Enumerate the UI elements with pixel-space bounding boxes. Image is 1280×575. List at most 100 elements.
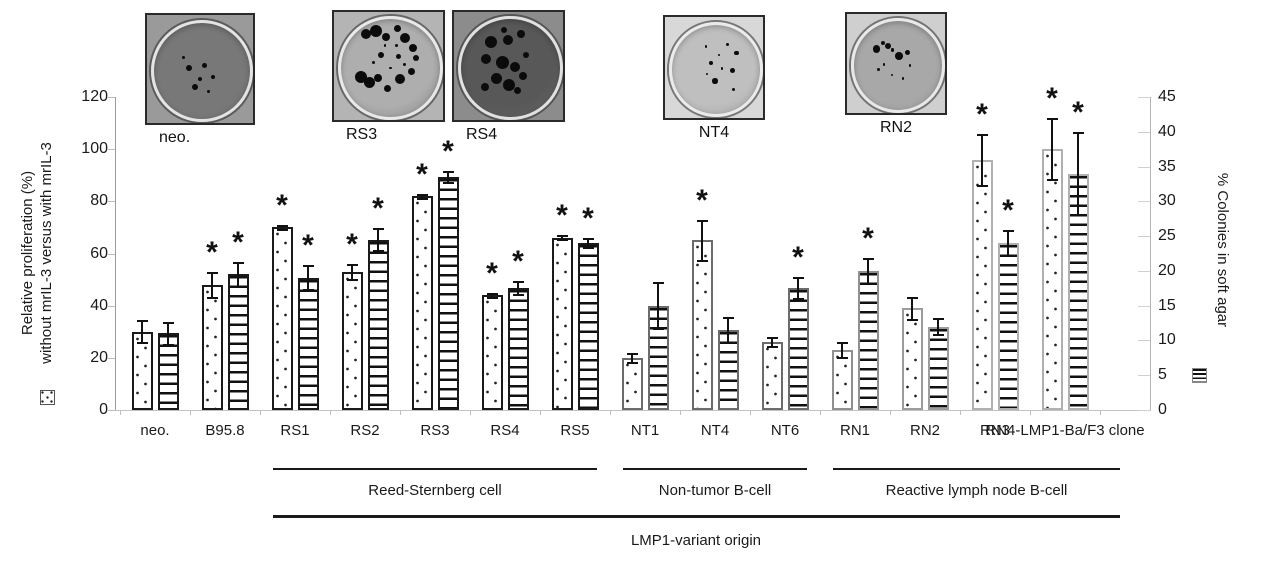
petri-dish — [150, 19, 253, 123]
right-axis-tick-label: 15 — [1158, 296, 1176, 314]
colony-spot — [503, 78, 516, 91]
error-bar-cap-bottom — [276, 229, 288, 232]
left-axis-line — [115, 97, 116, 410]
dish-photo-label: RS3 — [346, 126, 378, 143]
bottom-axis-label: LMP1-variant origin — [630, 532, 762, 549]
x-category-label: NT4 — [700, 422, 730, 439]
colony-spot — [480, 83, 489, 92]
colony-spot — [197, 76, 202, 81]
dish-photo-rs4 — [452, 10, 565, 122]
error-bar-cap-bottom — [582, 246, 594, 249]
group-underline — [833, 468, 1120, 470]
x-category-label: RS2 — [350, 422, 380, 439]
error-bar-cap-bottom — [372, 249, 384, 252]
x-axis-tick — [750, 410, 751, 415]
colony-spot — [378, 51, 385, 58]
colony-spot — [877, 68, 881, 72]
significance-asterisk: * — [232, 225, 244, 259]
x-axis-baseline — [115, 410, 1151, 411]
bar-nt6-dots — [761, 342, 783, 410]
colony-spot — [389, 66, 392, 70]
colony-spot — [513, 86, 521, 94]
error-bar-cap-top — [906, 296, 918, 299]
significance-asterisk: * — [1072, 95, 1084, 129]
error-bar-line — [307, 265, 309, 291]
left-axis-tick — [108, 357, 115, 359]
error-bar-cap-bottom — [556, 239, 568, 242]
x-category-label: RN4-LMP1-Ba/F3 clone — [985, 422, 1145, 439]
significance-asterisk: * — [1046, 81, 1058, 115]
error-bar-cap-top — [162, 321, 174, 324]
error-bar-line — [281, 224, 283, 230]
error-bar-cap-top — [582, 238, 594, 241]
error-bar-line — [211, 271, 213, 298]
right-axis-tick — [1138, 236, 1150, 238]
error-bar-line — [631, 353, 633, 363]
error-bar-cap-bottom — [442, 182, 454, 185]
dish-photo-rn2 — [845, 12, 947, 115]
significance-asterisk: * — [556, 199, 568, 233]
x-axis-tick — [330, 410, 331, 415]
error-bar-cap-bottom — [1002, 255, 1014, 258]
error-bar-cap-bottom — [932, 333, 944, 336]
significance-asterisk: * — [1002, 193, 1014, 227]
x-axis-tick — [540, 410, 541, 415]
error-bar-cap-top — [1002, 229, 1014, 232]
error-bar-line — [981, 133, 983, 186]
colony-spot — [207, 89, 211, 93]
legend-striped-swatch — [1192, 368, 1207, 383]
error-bar-cap-bottom — [652, 328, 664, 331]
significance-asterisk: * — [276, 188, 288, 222]
right-axis-tick — [1138, 375, 1150, 377]
left-axis-tick-label: 0 — [99, 401, 108, 418]
colony-spot — [409, 43, 418, 52]
dish-photo-neo — [145, 13, 255, 125]
error-bar-line — [1007, 229, 1009, 257]
error-bar-cap-top — [442, 170, 454, 173]
colony-spot — [518, 71, 527, 80]
colony-spot — [708, 61, 714, 66]
colony-spot — [500, 26, 507, 33]
bar-rn3-stripes — [997, 243, 1019, 410]
error-bar-line — [447, 170, 449, 184]
x-category-label: RS5 — [560, 422, 590, 439]
error-bar-cap-bottom — [976, 184, 988, 187]
error-bar-cap-bottom — [512, 294, 524, 297]
error-bar-cap-bottom — [416, 197, 428, 200]
dish-photo-label: neo. — [159, 129, 191, 146]
significance-asterisk: * — [696, 183, 708, 217]
left-axis-tick — [108, 305, 115, 307]
bar-rn2-stripes — [927, 326, 949, 410]
colony-spot — [400, 32, 411, 43]
dish-photo-label: RN2 — [879, 119, 913, 136]
legend-dotted-swatch — [40, 390, 55, 405]
bar-rn3-dots — [971, 159, 993, 410]
error-bar-cap-bottom — [136, 342, 148, 345]
colony-spot — [383, 84, 391, 92]
colony-spot — [413, 54, 420, 61]
left-axis-tick-label: 40 — [90, 296, 108, 314]
error-bar-cap-top — [976, 133, 988, 136]
x-category-label: RS1 — [280, 422, 310, 439]
error-bar-cap-top — [722, 316, 734, 319]
left-axis-tick-label: 80 — [90, 192, 108, 210]
colony-spot — [880, 40, 885, 45]
colony-spot — [503, 35, 514, 45]
error-bar-cap-top — [1046, 117, 1058, 120]
error-bar-cap-bottom — [862, 283, 874, 286]
bar-nt6-stripes — [787, 288, 809, 410]
right-axis-tick-label: 35 — [1158, 157, 1176, 175]
right-axis-tick — [1138, 131, 1150, 133]
error-bar-cap-bottom — [1046, 179, 1058, 182]
significance-asterisk: * — [582, 202, 594, 236]
error-bar-cap-bottom — [722, 342, 734, 345]
colony-spot — [882, 63, 885, 66]
x-category-label: B95.8 — [205, 422, 245, 439]
error-bar-line — [911, 296, 913, 320]
colony-spot — [516, 30, 525, 39]
colony-spot — [725, 42, 729, 46]
colony-spot — [734, 50, 739, 55]
left-axis-tick-label: 100 — [81, 140, 108, 158]
error-bar-cap-top — [652, 282, 664, 285]
colony-spot — [402, 63, 406, 67]
